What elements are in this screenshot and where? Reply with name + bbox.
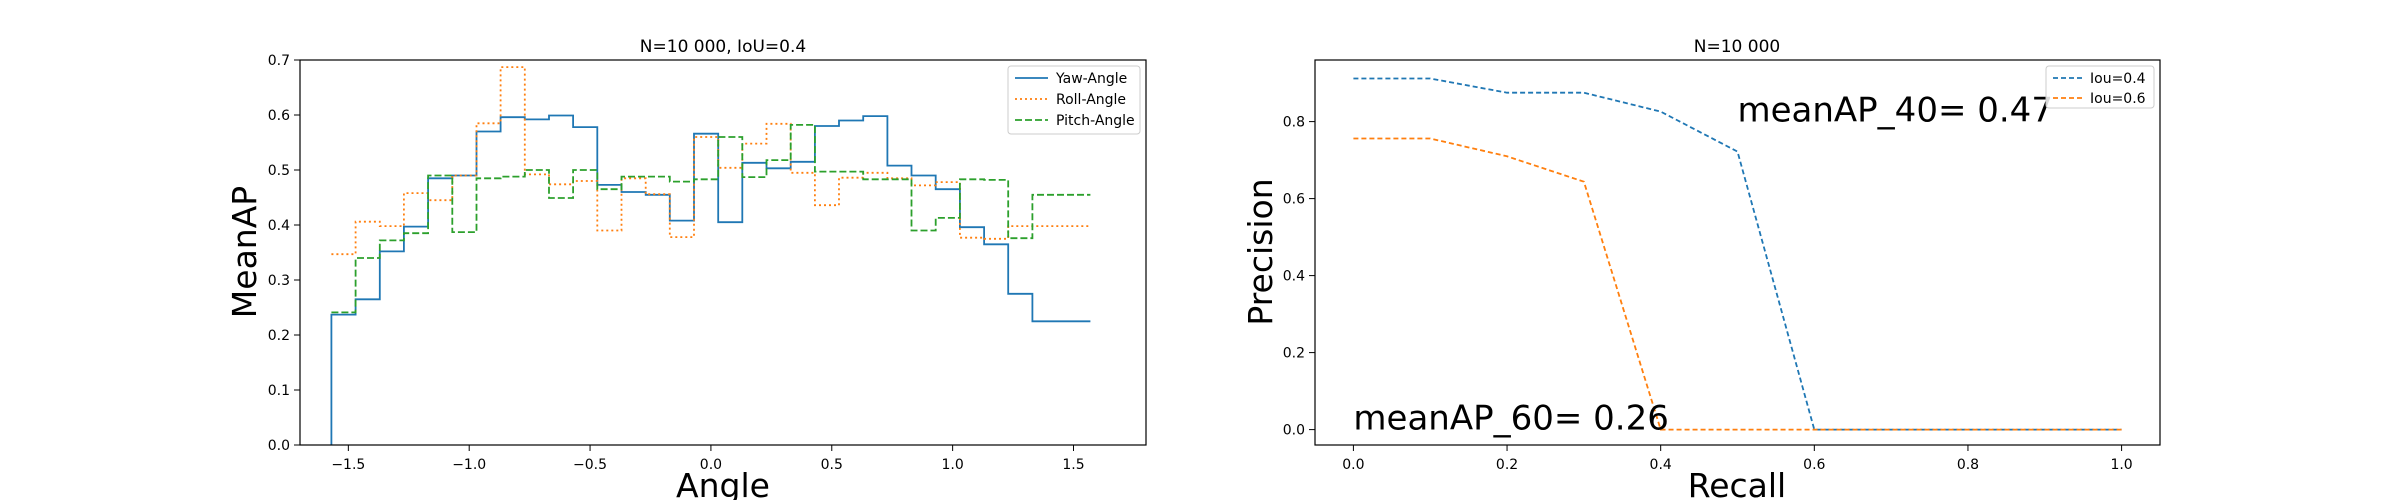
x-tick-label: 1.5 [1062,457,1084,473]
x-tick-label: 0.4 [1650,457,1672,473]
y-tick-label: 0.7 [268,53,290,69]
x-tick-label: 1.0 [941,457,963,473]
y-tick-label: 0.6 [268,108,290,124]
chart-title: N=10 000 [1694,37,1780,57]
x-tick-label: 0.0 [700,457,722,473]
chart-title: N=10 000, IoU=0.4 [640,37,806,57]
x-tick-label: 0.2 [1496,457,1518,473]
series-line-iou-0-6 [1353,137,2122,431]
y-tick-label: 0.8 [1283,115,1305,131]
x-tick-label: 0.0 [1342,457,1364,473]
x-tick-label: −0.5 [573,457,607,473]
legend: Yaw-Angle Roll-Angle Pitch-Angle [1007,65,1141,135]
y-tick-label: 0.3 [268,273,290,289]
chart-panel-angle: N=10 000, IoU=0.4 −1.5 −1.0 −0.5 0.0 0.5 1.0 1… [225,37,1147,500]
legend-label-pitch: Pitch-Angle [1056,113,1135,129]
legend-label-yaw: Yaw-Angle [1055,71,1127,87]
y-tick-label: 0.6 [1283,192,1305,208]
legend-box [1007,65,1141,135]
y-tick-label: 0.5 [268,163,290,179]
legend: Iou=0.4 Iou=0.6 [2045,65,2155,109]
y-tick-label: 0.0 [268,438,290,454]
y-tick-label: 0.0 [1283,423,1305,439]
annotation-meanap-40: meanAP_40= 0.47 [1738,91,2053,131]
y-tick-label: 0.1 [268,383,290,399]
series-line-roll-angle [331,66,1091,256]
chart-panel-precision-recall: N=10 000 0.0 0.2 0.4 0.6 0.8 1.0 0.0 0.2 0.4 0.6 0… [1241,37,2161,500]
annotation-meanap-60: meanAP_60= 0.26 [1353,399,1668,439]
x-tick-label: −1.0 [452,457,486,473]
plot-frame [299,59,1147,446]
y-tick-label: 0.4 [1283,269,1305,285]
legend-label-roll: Roll-Angle [1056,92,1126,108]
plot-frame [1314,59,2161,446]
x-axis-label: Recall [1688,466,1786,500]
series-line-iou-0-4 [1353,77,2122,431]
legend-label-iou-06: Iou=0.6 [2090,91,2146,107]
y-axis-label: Precision [1241,178,1280,325]
x-tick-label: 0.5 [821,457,843,473]
x-tick-label: 1.0 [2110,457,2132,473]
x-tick-label: −1.5 [331,457,365,473]
y-axis-label: MeanAP [225,186,264,318]
y-tick-label: 0.2 [268,328,290,344]
y-tick-label: 0.2 [1283,346,1305,362]
x-tick-label: 0.8 [1957,457,1979,473]
x-tick-label: 0.6 [1803,457,1825,473]
legend-label-iou-04: Iou=0.4 [2090,71,2146,87]
y-tick-label: 0.4 [268,218,290,234]
series-line-pitch-angle [331,124,1091,314]
x-axis-label: Angle [676,466,770,500]
